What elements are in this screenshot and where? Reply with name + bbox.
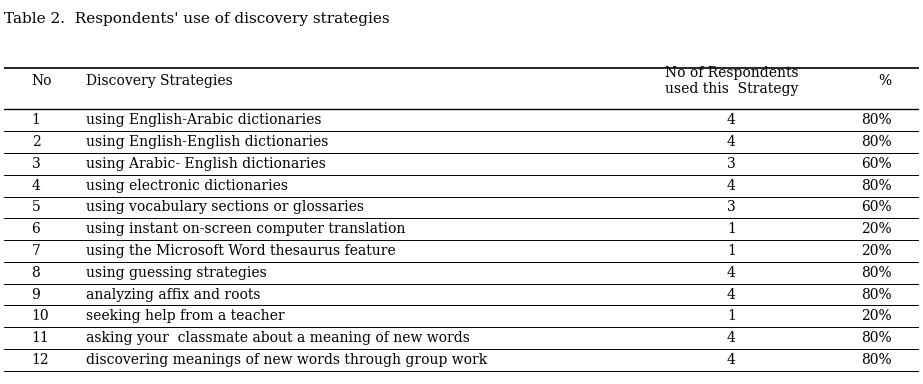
Text: 2: 2 — [31, 135, 41, 149]
Text: using instant on-screen computer translation: using instant on-screen computer transla… — [87, 222, 406, 236]
Text: 20%: 20% — [861, 244, 892, 258]
Text: 4: 4 — [727, 113, 736, 127]
Text: 80%: 80% — [861, 288, 892, 301]
Text: 1: 1 — [727, 310, 736, 323]
Text: 4: 4 — [31, 179, 41, 193]
Text: 3: 3 — [727, 200, 736, 214]
Text: using the Microsoft Word thesaurus feature: using the Microsoft Word thesaurus featu… — [87, 244, 396, 258]
Text: 80%: 80% — [861, 135, 892, 149]
Text: 9: 9 — [31, 288, 41, 301]
Text: 60%: 60% — [861, 157, 892, 171]
Text: 4: 4 — [727, 288, 736, 301]
Text: using Arabic- English dictionaries: using Arabic- English dictionaries — [87, 157, 327, 171]
Text: 5: 5 — [31, 200, 41, 214]
Text: discovering meanings of new words through group work: discovering meanings of new words throug… — [87, 353, 487, 367]
Text: 4: 4 — [727, 179, 736, 193]
Text: %: % — [879, 74, 892, 88]
Text: 4: 4 — [727, 135, 736, 149]
Text: seeking help from a teacher: seeking help from a teacher — [87, 310, 285, 323]
Text: asking your  classmate about a meaning of new words: asking your classmate about a meaning of… — [87, 331, 471, 345]
Text: using English-English dictionaries: using English-English dictionaries — [87, 135, 329, 149]
Text: 20%: 20% — [861, 222, 892, 236]
Text: 1: 1 — [727, 244, 736, 258]
Text: No of Respondents
used this  Strategy: No of Respondents used this Strategy — [665, 66, 798, 96]
Text: 6: 6 — [31, 222, 41, 236]
Text: 1: 1 — [727, 222, 736, 236]
Text: 3: 3 — [31, 157, 41, 171]
Text: 4: 4 — [727, 353, 736, 367]
Text: 7: 7 — [31, 244, 41, 258]
Text: using vocabulary sections or glossaries: using vocabulary sections or glossaries — [87, 200, 365, 214]
Text: 10: 10 — [31, 310, 49, 323]
Text: 80%: 80% — [861, 113, 892, 127]
Text: Table 2.  Respondents' use of discovery strategies: Table 2. Respondents' use of discovery s… — [5, 12, 390, 26]
Text: 60%: 60% — [861, 200, 892, 214]
Text: 1: 1 — [31, 113, 41, 127]
Text: 8: 8 — [31, 266, 41, 280]
Text: Discovery Strategies: Discovery Strategies — [87, 74, 234, 88]
Text: using English-Arabic dictionaries: using English-Arabic dictionaries — [87, 113, 322, 127]
Text: 4: 4 — [727, 266, 736, 280]
Text: 12: 12 — [31, 353, 49, 367]
Text: using electronic dictionaries: using electronic dictionaries — [87, 179, 289, 193]
Text: 11: 11 — [31, 331, 49, 345]
Text: 80%: 80% — [861, 266, 892, 280]
Text: analyzing affix and roots: analyzing affix and roots — [87, 288, 261, 301]
Text: 4: 4 — [727, 331, 736, 345]
Text: 3: 3 — [727, 157, 736, 171]
Text: 80%: 80% — [861, 179, 892, 193]
Text: 80%: 80% — [861, 353, 892, 367]
Text: No: No — [31, 74, 52, 88]
Text: 20%: 20% — [861, 310, 892, 323]
Text: 80%: 80% — [861, 331, 892, 345]
Text: using guessing strategies: using guessing strategies — [87, 266, 268, 280]
